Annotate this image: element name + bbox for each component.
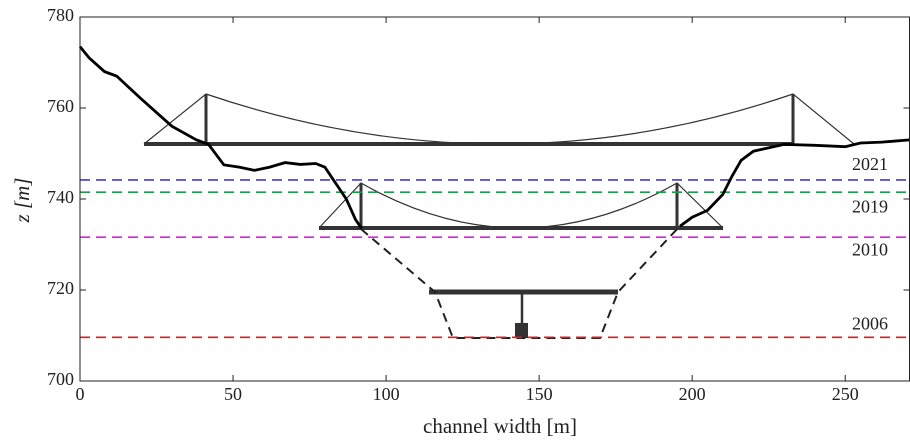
y-tick-label: 740 — [47, 187, 74, 207]
plot-frame — [79, 16, 910, 382]
terrain-line — [78, 45, 910, 230]
x-axis-label: channel width [m] — [423, 414, 577, 438]
y-tick-label: 780 — [47, 5, 74, 25]
x-tick-label: 100 — [373, 384, 400, 404]
x-tick-label: 0 — [76, 384, 85, 404]
reference-label: 2006 — [852, 313, 888, 333]
x-tick-label: 200 — [679, 384, 706, 404]
reference-label: 2019 — [852, 196, 888, 216]
x-tick-label: 50 — [224, 384, 242, 404]
y-tick-label: 720 — [47, 278, 74, 298]
x-tick-label: 150 — [526, 384, 553, 404]
reference-label: 2010 — [852, 239, 888, 259]
y-tick-label: 760 — [47, 96, 74, 116]
x-tick-label: 250 — [832, 384, 859, 404]
bridge-schematic — [143, 93, 855, 339]
reference-label: 2021 — [852, 154, 888, 174]
y-tick-label: 700 — [47, 369, 74, 389]
y-axis-label: z [m] — [10, 178, 34, 224]
